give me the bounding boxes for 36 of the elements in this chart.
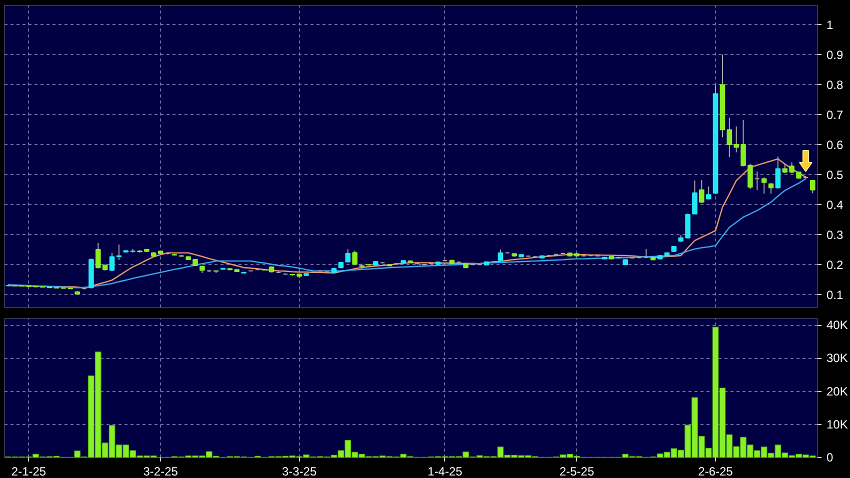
candlestick	[498, 249, 504, 262]
candlestick	[345, 248, 351, 263]
y-tick-label: 0.6	[826, 138, 844, 152]
x-tick-label: 2-1-25	[11, 464, 46, 478]
candlestick	[748, 163, 753, 190]
y-tick-label: 0.4	[826, 198, 844, 212]
x-tick-label: 3-3-25	[282, 464, 317, 478]
y-tick-label: 0.9	[826, 48, 844, 62]
y-tick-label: 0.7	[826, 108, 844, 122]
y-tick-label: 20K	[826, 384, 848, 398]
y-tick-label: 0.5	[826, 168, 844, 182]
y-tick-label: 30K	[826, 351, 848, 366]
y-tick-label: 40K	[826, 318, 848, 332]
x-tick-label: 2-5-25	[559, 464, 594, 478]
candlestick	[706, 186, 712, 200]
y-tick-label: 0.1	[826, 288, 844, 302]
x-tick-label: 2-6-25	[698, 464, 734, 478]
candlestick	[352, 250, 358, 266]
y-tick-label: 0.2	[826, 258, 844, 272]
candlestick	[810, 179, 816, 194]
y-tick-label: 0.3	[826, 228, 844, 242]
candlestick	[768, 182, 774, 194]
candlestick	[775, 156, 781, 189]
candlestick	[109, 252, 115, 272]
candlestick	[692, 180, 698, 215]
y-tick-label: 0.8	[826, 78, 844, 92]
y-tick-label: 10K	[826, 417, 848, 432]
line-series	[7, 158, 806, 289]
line-series	[7, 178, 806, 288]
candlestick	[761, 177, 767, 194]
y-tick-label: 1	[826, 18, 834, 32]
x-tick-label: 1-4-25	[428, 464, 463, 478]
candlestick	[699, 179, 704, 204]
y-tick-label: 0	[826, 450, 834, 464]
candlestick	[116, 244, 122, 261]
x-tick-label: 3-2-25	[143, 464, 178, 478]
